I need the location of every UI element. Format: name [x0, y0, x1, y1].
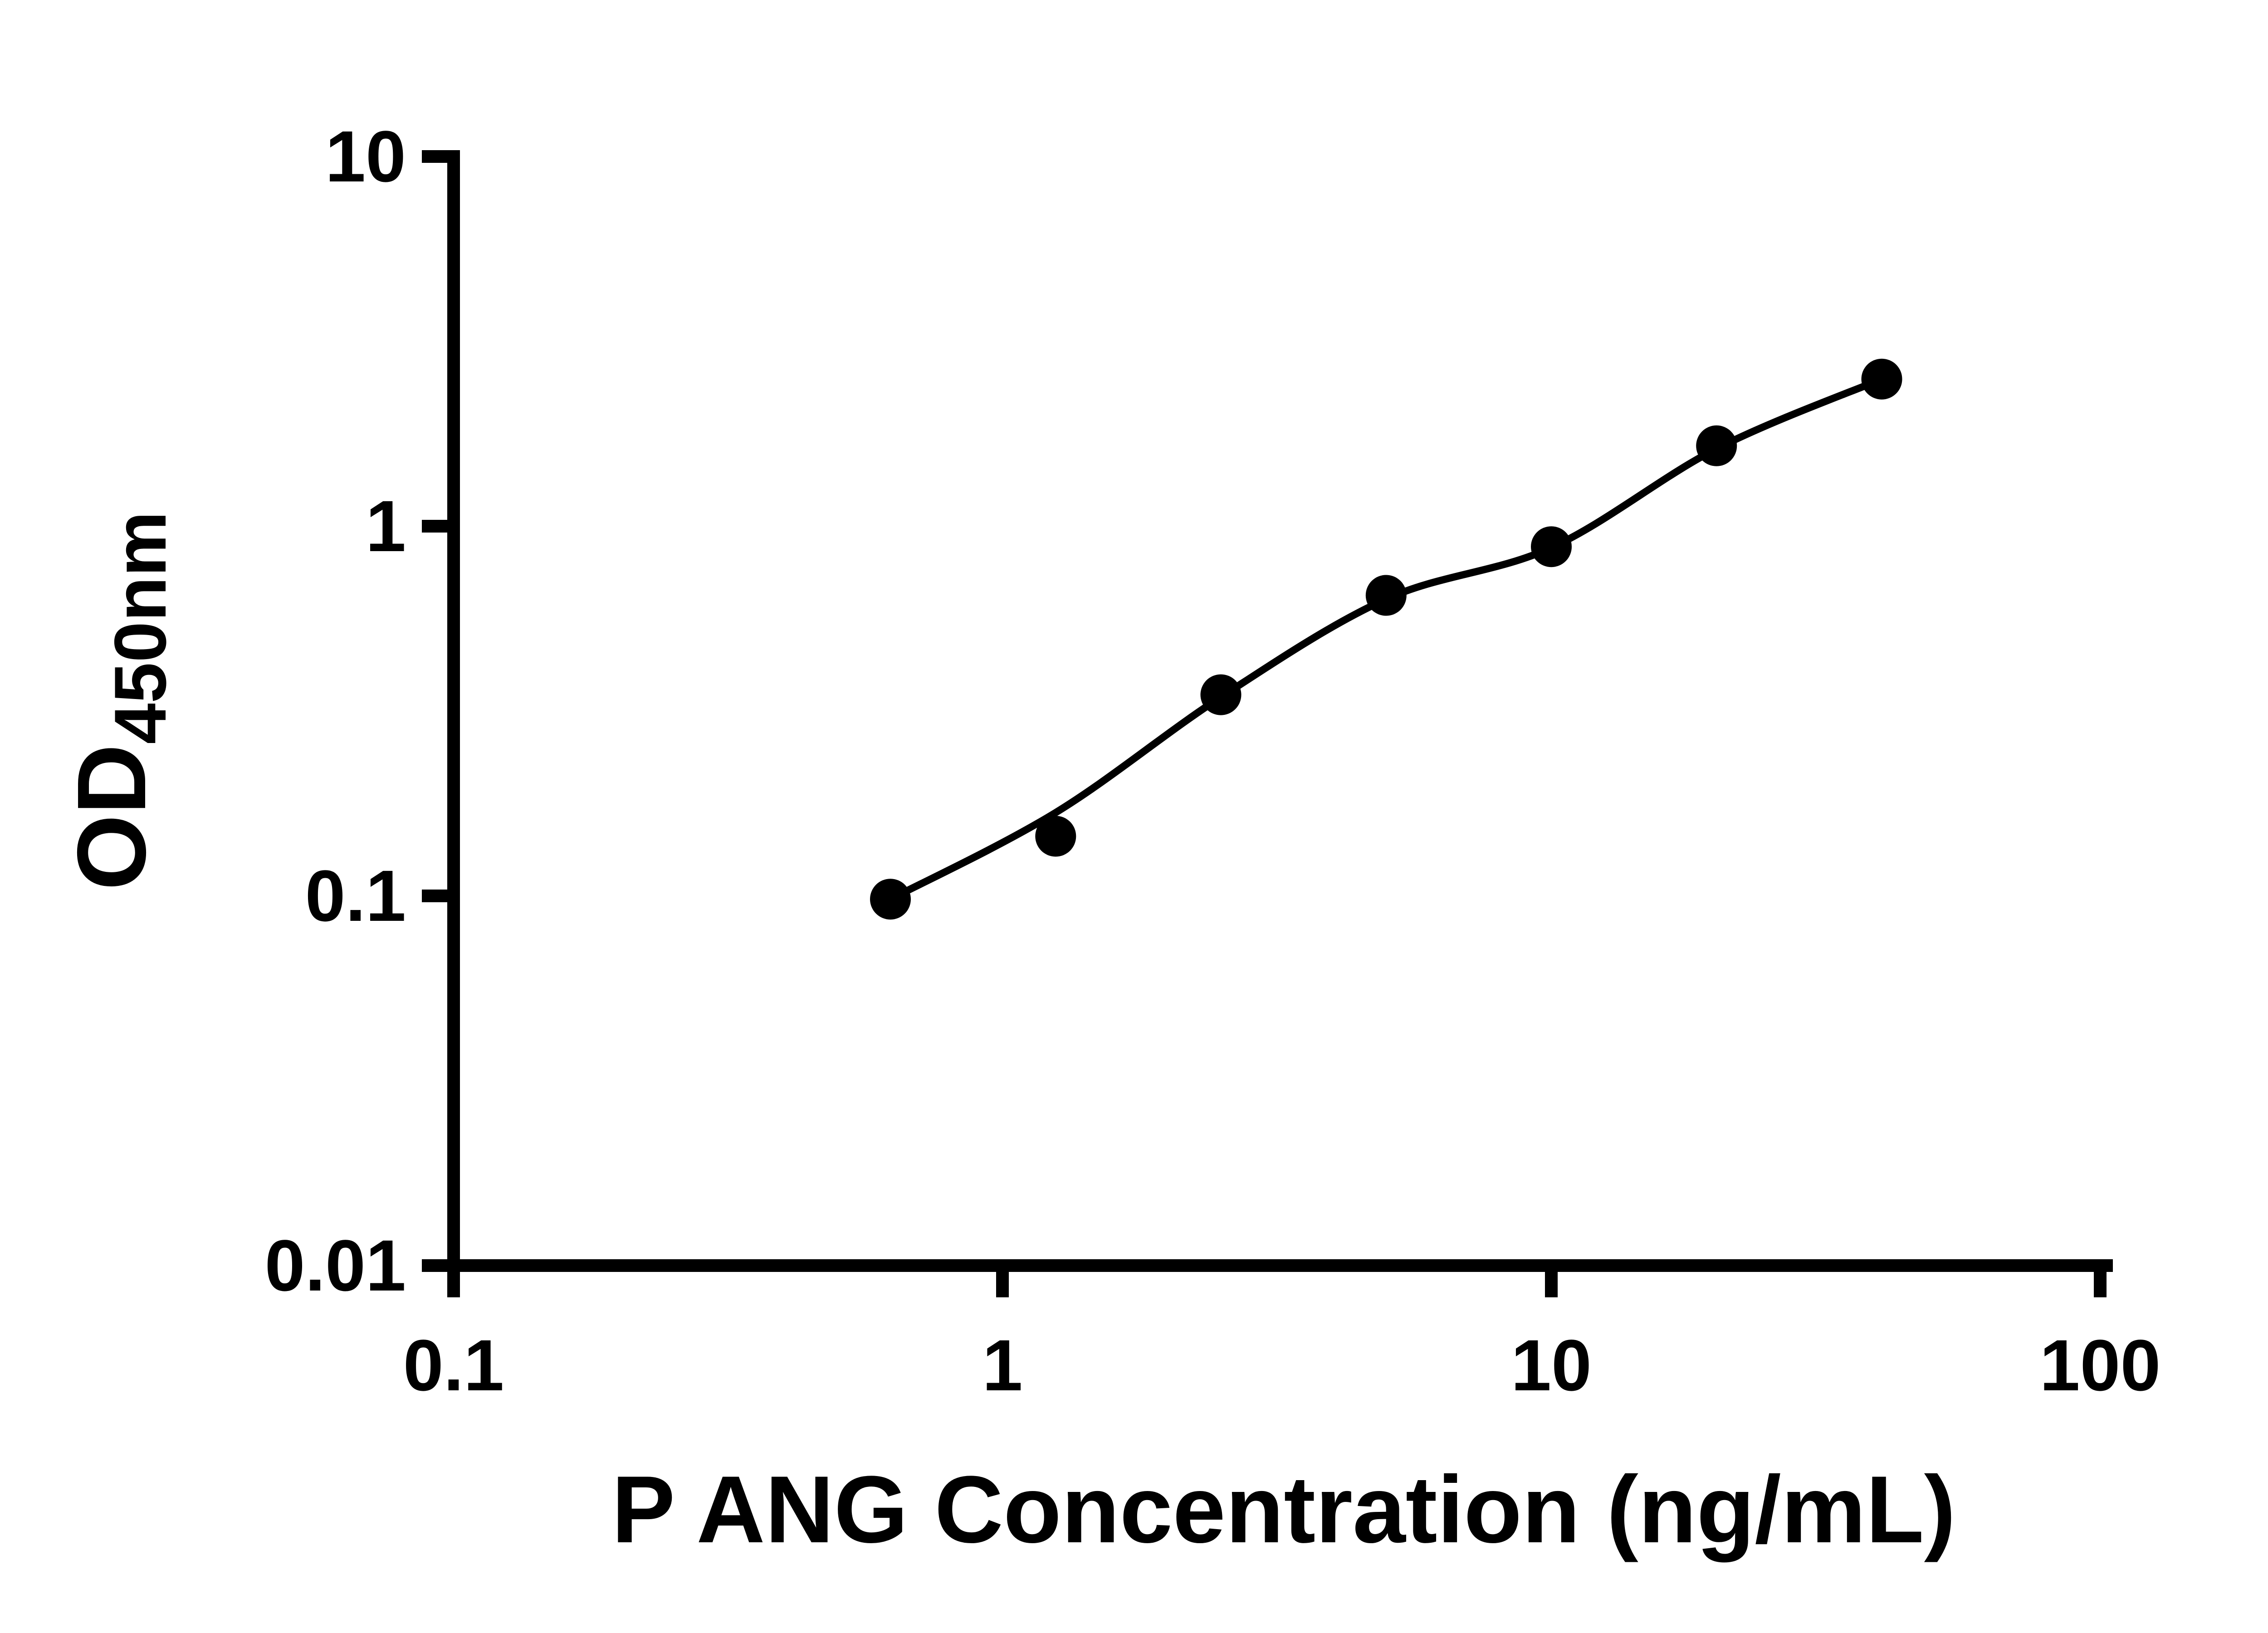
- data-point: [1365, 575, 1407, 616]
- data-point: [1696, 425, 1737, 466]
- tick-labels-group: 0.1 1 10 100 0.01 0.1 1 10: [265, 116, 2161, 1406]
- data-point: [1531, 526, 1572, 567]
- x-tick-label: 100: [2040, 1325, 2161, 1406]
- data-point: [1035, 816, 1076, 857]
- y-axis-title: OD450nm: [57, 511, 181, 890]
- x-tick-label: 1: [982, 1325, 1023, 1406]
- y-tick-label: 10: [325, 116, 406, 197]
- y-axis-title-subscript: 450nm: [99, 511, 181, 744]
- y-tick-label: 0.1: [305, 855, 406, 936]
- axes: [447, 150, 2113, 1272]
- x-tick-label: 10: [1511, 1325, 1592, 1406]
- x-tick-label: 0.1: [403, 1325, 504, 1406]
- x-axis-title: P ANG Concentration (ng/mL): [611, 1456, 1955, 1563]
- data-point: [1861, 358, 1902, 400]
- axes-group: [422, 150, 2113, 1297]
- y-tick-label: 0.01: [265, 1225, 406, 1306]
- y-axis-title-main: OD: [57, 744, 166, 890]
- y-tick-label: 1: [366, 485, 406, 567]
- data-point: [870, 879, 911, 920]
- points-group: [870, 358, 1902, 920]
- data-point: [1200, 674, 1242, 715]
